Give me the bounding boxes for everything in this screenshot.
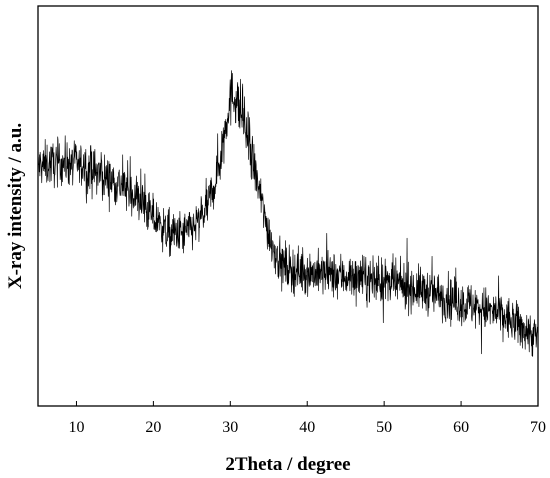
series-line-group (37, 70, 539, 357)
x-tick-label: 20 (145, 419, 161, 436)
x-tick-label: 50 (376, 419, 392, 436)
x-ticks (75, 401, 539, 406)
x-tick-label: 60 (453, 419, 469, 436)
x-tick-label: 40 (299, 419, 315, 436)
x-axis-title: 2Theta / degree (225, 454, 350, 475)
x-tick-label: 10 (68, 419, 84, 436)
xrd-series-line (37, 70, 539, 357)
y-axis-title: X-ray intensity / a.u. (5, 123, 26, 289)
x-tick-labels: 10 20 30 40 50 60 70 (68, 419, 546, 436)
x-tick-label: 70 (530, 419, 546, 436)
plot-frame (37, 5, 539, 407)
x-tick-label: 30 (222, 419, 238, 436)
